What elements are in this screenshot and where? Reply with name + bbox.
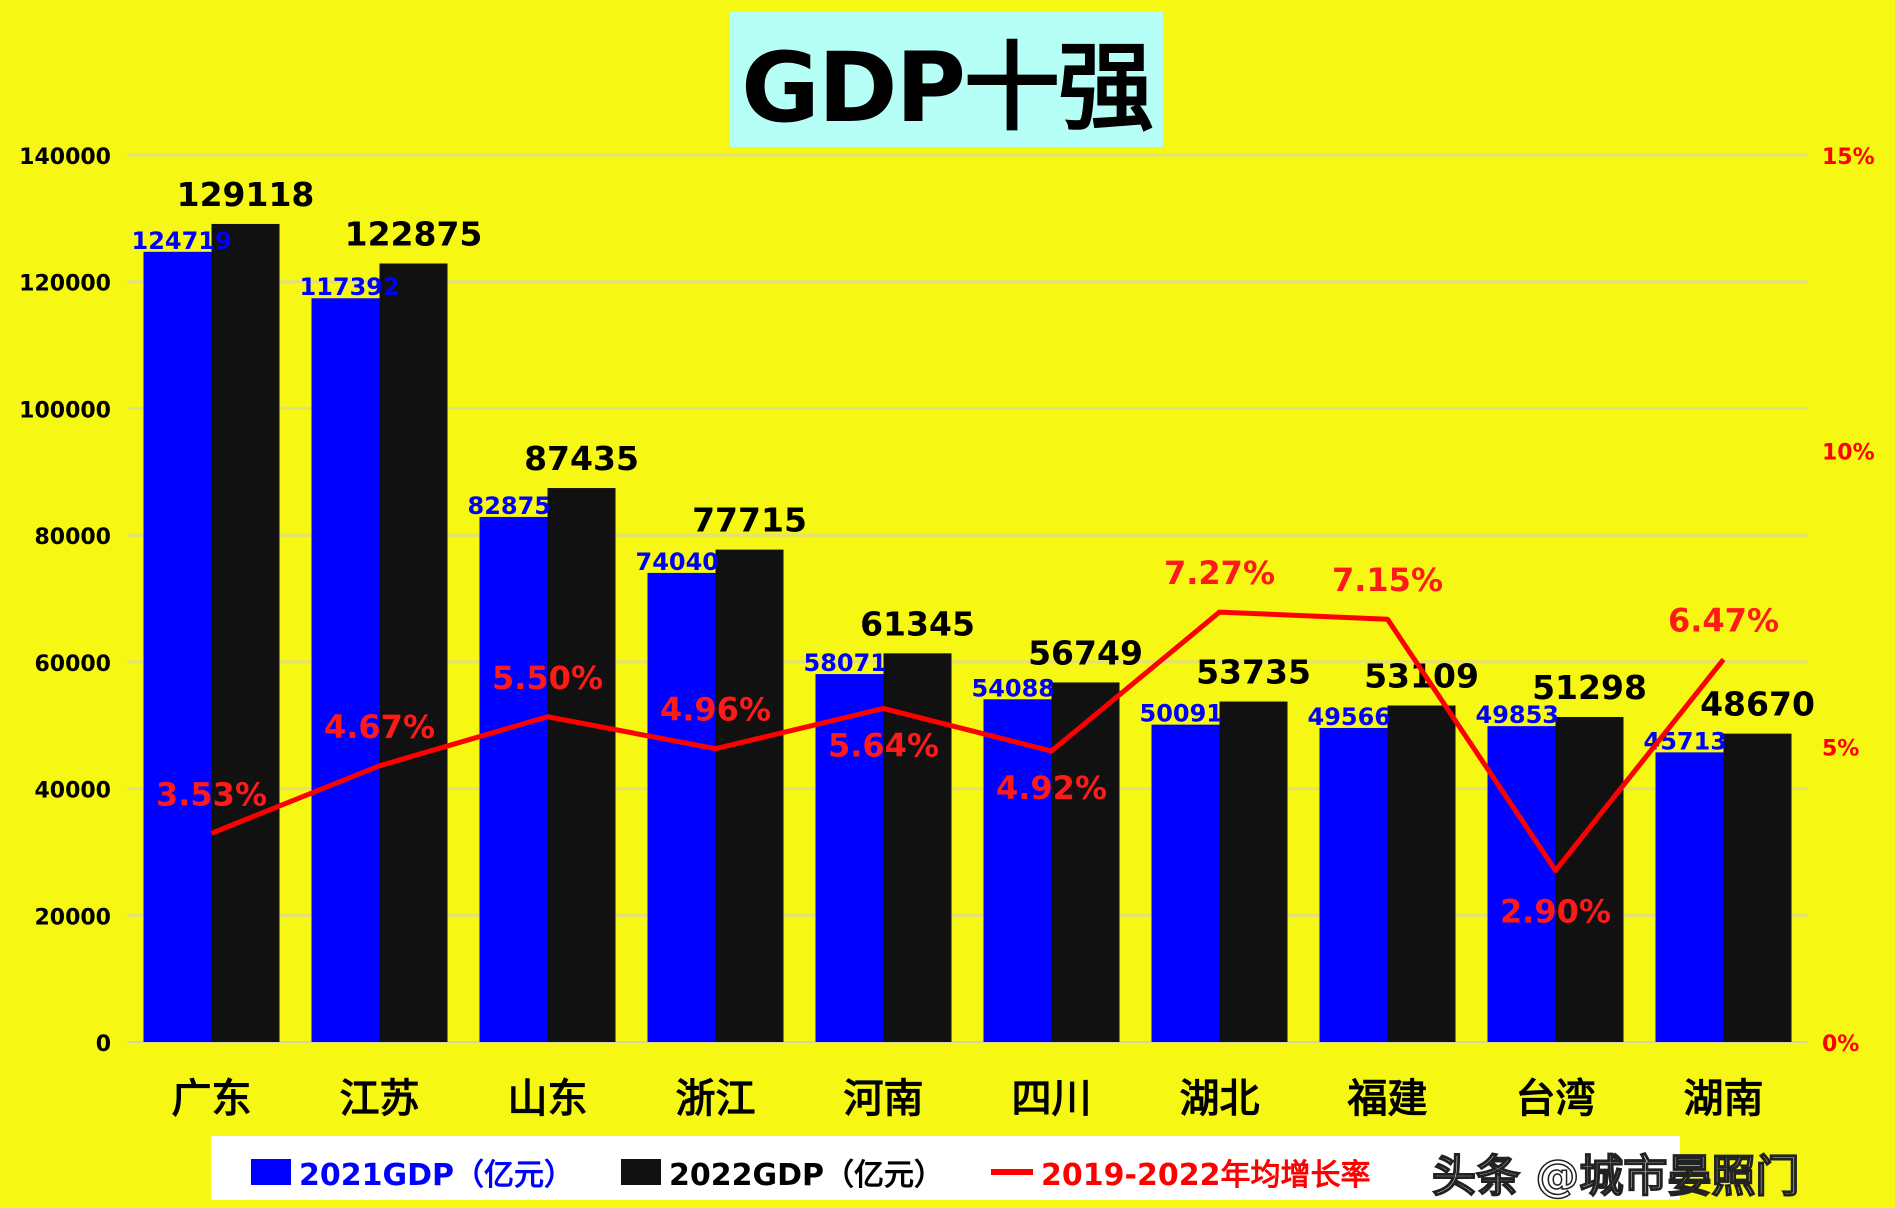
growth-rate-label: 3.53% [156, 775, 267, 813]
legend-label-growth: 2019-2022年均增长率 [1041, 1158, 1371, 1193]
data-label-2021: 58071 [804, 649, 888, 677]
data-label-2021: 49566 [1308, 703, 1392, 731]
bar-2021 [647, 572, 716, 1042]
category-label: 广东 [172, 1076, 252, 1122]
y-tick-label: 80000 [34, 525, 111, 550]
growth-rate-label: 5.64% [828, 726, 939, 764]
growth-rate-label: 4.96% [660, 691, 771, 729]
y-tick-label: 100000 [19, 398, 111, 423]
legend-item-growth: 2019-2022年均增长率 [991, 1150, 1370, 1194]
data-label-2021: 74040 [636, 548, 720, 576]
data-label-2022: 53735 [1196, 653, 1311, 692]
data-label-2022: 53109 [1364, 657, 1479, 696]
bar-2021 [1487, 726, 1556, 1042]
data-label-2021: 117392 [300, 273, 400, 301]
growth-rate-label: 6.47% [1668, 601, 1779, 639]
legend-label-2022: 2022GDP（亿元） [669, 1158, 945, 1193]
y2-tick-label: 5% [1822, 736, 1859, 761]
legend-swatch-2022 [621, 1159, 661, 1185]
bar-2022 [547, 488, 616, 1042]
data-label-2022: 87435 [524, 439, 639, 478]
category-label: 台湾 [1516, 1076, 1596, 1122]
category-label: 湖南 [1684, 1076, 1764, 1122]
data-label-2022: 48670 [1700, 685, 1815, 724]
growth-rate-label: 4.67% [324, 708, 435, 746]
bar-2022 [379, 263, 448, 1042]
category-label: 江苏 [340, 1076, 420, 1122]
data-label-2022: 129118 [177, 175, 315, 214]
legend-item-2021: 2021GDP（亿元） [251, 1150, 574, 1194]
y-tick-label: 0 [96, 1032, 111, 1057]
growth-rate-label: 4.92% [996, 769, 1107, 807]
bar-2022 [1723, 733, 1792, 1042]
category-label: 浙江 [676, 1076, 756, 1122]
y2-tick-label: 0% [1822, 1032, 1859, 1057]
bar-2021 [479, 516, 548, 1042]
growth-rate-label: 5.50% [492, 659, 603, 697]
legend-swatch-growth [991, 1169, 1033, 1175]
y-tick-label: 120000 [19, 272, 111, 297]
bar-2022 [1387, 705, 1456, 1042]
category-label: 河南 [844, 1076, 924, 1122]
data-label-2021: 124719 [132, 227, 232, 255]
data-label-2022: 51298 [1532, 668, 1647, 707]
data-label-2022: 77715 [692, 501, 807, 540]
growth-rate-label: 7.15% [1332, 561, 1443, 599]
bar-2022 [715, 549, 784, 1042]
bar-2022 [1555, 716, 1624, 1042]
bar-2021 [311, 298, 380, 1043]
watermark: 头条 @城市晏照门 [1431, 1150, 1800, 1203]
bar-2022 [1219, 701, 1288, 1042]
legend-label-2021: 2021GDP（亿元） [299, 1158, 575, 1193]
chart-title: GDP十强 [741, 32, 1154, 144]
data-label-2021: 82875 [468, 492, 552, 520]
bar-2022 [211, 223, 280, 1042]
data-label-2022: 61345 [860, 604, 975, 643]
bar-2021 [1319, 727, 1388, 1042]
category-label: 福建 [1347, 1076, 1428, 1122]
data-label-2021: 49853 [1476, 701, 1560, 729]
bar-2021 [983, 699, 1052, 1042]
y2-tick-label: 15% [1822, 145, 1875, 170]
category-label: 山东 [508, 1076, 588, 1122]
bar-2022 [1051, 682, 1120, 1042]
category-label: 湖北 [1180, 1076, 1260, 1122]
data-label-2021: 50091 [1140, 700, 1224, 728]
legend: 2021GDP（亿元） 2022GDP（亿元） 2019-2022年均增长率 [211, 1136, 1680, 1200]
growth-rate-label: 7.27% [1164, 554, 1275, 592]
bar-2021 [815, 674, 884, 1042]
growth-rate-label: 2.90% [1500, 893, 1611, 931]
y-tick-label: 60000 [34, 652, 111, 677]
category-label: 四川 [1012, 1076, 1092, 1122]
y-tick-label: 20000 [34, 905, 111, 930]
y-tick-label: 140000 [19, 145, 111, 170]
y-tick-label: 40000 [34, 779, 111, 804]
data-label-2022: 56749 [1028, 633, 1143, 672]
legend-item-2022: 2022GDP（亿元） [621, 1150, 944, 1194]
legend-swatch-2021 [251, 1159, 291, 1185]
y2-tick-label: 10% [1822, 441, 1875, 466]
bar-2021 [1151, 724, 1220, 1042]
growth-rate-line [210, 609, 1726, 874]
bar-2021 [143, 251, 212, 1043]
bar-2021 [1655, 752, 1724, 1042]
data-label-2022: 122875 [345, 214, 483, 253]
data-label-2021: 54088 [972, 674, 1056, 702]
title-box: GDP十强 [730, 12, 1163, 147]
